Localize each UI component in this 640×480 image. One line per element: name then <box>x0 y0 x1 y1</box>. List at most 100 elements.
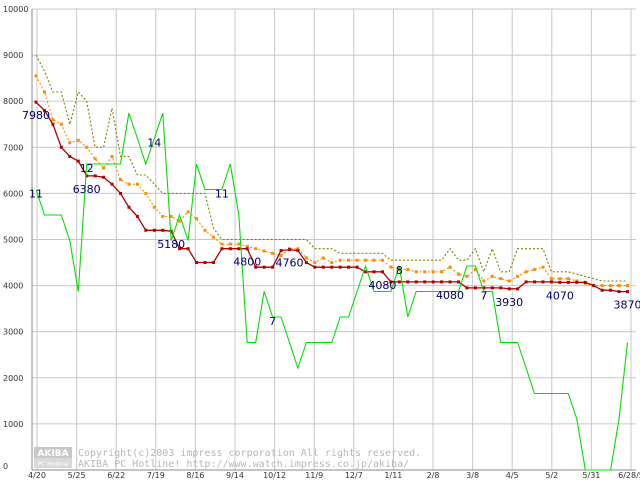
series-point-min <box>389 280 393 284</box>
series-point-min <box>127 205 131 209</box>
series-point-avg <box>499 277 503 281</box>
series-point-avg <box>490 274 494 278</box>
series-point-avg <box>380 258 384 262</box>
series-point-avg <box>347 258 351 262</box>
x-tick-label: 10/12 <box>263 471 286 480</box>
series-point-min <box>228 247 232 251</box>
series-point-avg <box>473 267 477 271</box>
series-point-avg <box>51 118 55 122</box>
series-point-min <box>490 286 494 290</box>
x-tick-label: 12/7 <box>345 471 363 480</box>
series-point-avg <box>195 217 199 221</box>
series-point-min <box>457 280 460 284</box>
series-point-avg <box>431 270 435 274</box>
series-point-min <box>549 280 553 284</box>
series-point-min <box>533 280 537 284</box>
y-tick-label: 0 <box>3 462 8 471</box>
series-point-avg <box>448 265 452 269</box>
series-point-avg <box>254 247 258 251</box>
x-tick-label: 4/5 <box>506 471 519 480</box>
series-point-min <box>93 174 97 178</box>
series-point-avg <box>533 267 537 271</box>
series-point-min <box>448 280 452 284</box>
series-point-min <box>161 228 165 232</box>
series-point-avg <box>558 277 562 281</box>
series-point-avg <box>237 242 241 246</box>
series-point-min <box>296 249 300 253</box>
series-point-min <box>178 247 182 251</box>
series-lines <box>34 54 629 471</box>
x-tick-label: 9/14 <box>226 471 244 480</box>
series-point-min <box>541 280 545 284</box>
series-point-avg <box>304 256 308 260</box>
series-point-avg <box>119 178 122 182</box>
data-label: 3930 <box>495 296 523 309</box>
series-point-min <box>507 287 511 291</box>
data-label: 5180 <box>157 238 185 251</box>
series-point-min <box>59 145 63 149</box>
series-point-min <box>304 261 308 265</box>
x-tick-label: 6/22 <box>107 471 125 480</box>
series-point-avg <box>76 138 80 142</box>
series-point-avg <box>414 270 418 274</box>
series-point-avg <box>524 270 528 274</box>
data-label: 7980 <box>22 109 50 122</box>
series-point-avg <box>516 274 520 278</box>
series-point-min <box>169 229 173 233</box>
series-point-min <box>592 284 596 288</box>
x-tick-label: 1/11 <box>384 471 402 480</box>
data-label: 7 <box>269 315 276 328</box>
series-point-avg <box>169 214 173 218</box>
series-point-avg <box>42 90 46 94</box>
series-point-min <box>482 286 486 290</box>
data-label: 11 <box>215 188 229 201</box>
series-point-min <box>499 286 503 290</box>
series-point-avg <box>541 265 545 269</box>
series-point-min <box>414 280 418 284</box>
series-point-min <box>288 248 291 252</box>
y-tick-label: 2000 <box>3 374 23 383</box>
watermark-copyright-line: Copyright(c)2003 impress corporation All… <box>78 448 421 459</box>
series-point-min <box>42 108 46 112</box>
series-point-min <box>566 280 570 284</box>
series-point-avg <box>59 122 63 126</box>
series-point-avg <box>93 157 97 161</box>
series-point-min <box>364 270 368 274</box>
series-point-avg <box>85 145 89 149</box>
y-tick-label: 1000 <box>3 420 23 429</box>
x-tick-label: 4/20 <box>28 471 46 480</box>
series-point-min <box>110 182 114 186</box>
data-label: 4760 <box>276 257 304 270</box>
y-tick-label: 10000 <box>3 5 28 14</box>
series-point-min <box>203 261 207 265</box>
series-point-min <box>68 155 72 159</box>
series-point-min <box>321 265 325 269</box>
x-tick-label: 5/31 <box>582 471 600 480</box>
series-point-avg <box>440 270 444 274</box>
series-point-min <box>211 261 215 265</box>
series-point-min <box>313 265 317 269</box>
series-point-avg <box>186 210 190 214</box>
series-point-avg <box>203 228 207 232</box>
series-point-min <box>406 280 410 284</box>
series-point-avg <box>279 254 283 258</box>
series-point-min <box>51 122 55 126</box>
y-tick-label: 7000 <box>3 143 23 152</box>
x-tick-label: 5/2 <box>545 471 558 480</box>
grid <box>31 8 636 471</box>
data-label: 4080 <box>368 279 396 292</box>
data-label: 4800 <box>233 256 261 269</box>
data-label: 8 <box>396 264 403 277</box>
series-point-min <box>220 247 224 251</box>
x-tick-label: 8/16 <box>186 471 204 480</box>
series-point-avg <box>135 182 139 186</box>
series-point-min <box>397 280 401 284</box>
logo-bottom-text: PC Hotline <box>37 461 68 468</box>
x-tick-label: 7/19 <box>147 471 165 480</box>
series-point-min <box>516 287 520 291</box>
series-point-avg <box>161 214 165 218</box>
series-point-avg <box>600 284 604 288</box>
series-point-avg <box>549 277 553 281</box>
series-point-avg <box>262 249 266 253</box>
